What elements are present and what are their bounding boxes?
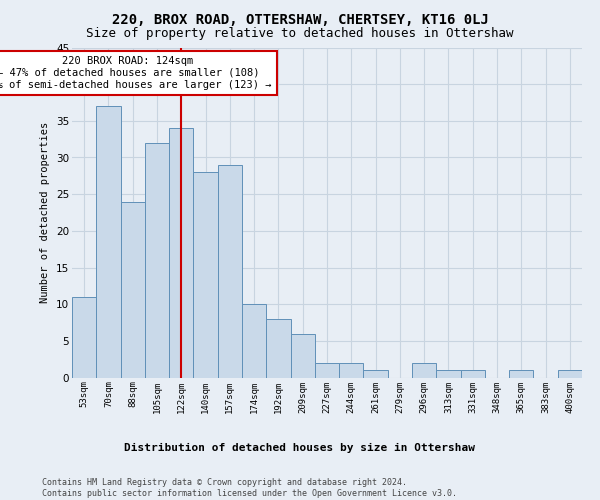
- Y-axis label: Number of detached properties: Number of detached properties: [40, 122, 50, 303]
- Bar: [509, 370, 533, 378]
- Text: Distribution of detached houses by size in Ottershaw: Distribution of detached houses by size …: [125, 442, 476, 452]
- Bar: [436, 370, 461, 378]
- Bar: [339, 363, 364, 378]
- Bar: [72, 297, 96, 378]
- Bar: [169, 128, 193, 378]
- Bar: [461, 370, 485, 378]
- Bar: [96, 106, 121, 378]
- Bar: [558, 370, 582, 378]
- Bar: [290, 334, 315, 378]
- Bar: [242, 304, 266, 378]
- Bar: [193, 172, 218, 378]
- Text: Contains HM Land Registry data © Crown copyright and database right 2024.
Contai: Contains HM Land Registry data © Crown c…: [42, 478, 457, 498]
- Bar: [266, 319, 290, 378]
- Bar: [315, 363, 339, 378]
- Bar: [412, 363, 436, 378]
- Bar: [218, 165, 242, 378]
- Text: 220, BROX ROAD, OTTERSHAW, CHERTSEY, KT16 0LJ: 220, BROX ROAD, OTTERSHAW, CHERTSEY, KT1…: [112, 12, 488, 26]
- Bar: [145, 143, 169, 378]
- Text: Size of property relative to detached houses in Ottershaw: Size of property relative to detached ho…: [86, 28, 514, 40]
- Bar: [364, 370, 388, 378]
- Bar: [121, 202, 145, 378]
- Text: 220 BROX ROAD: 124sqm
← 47% of detached houses are smaller (108)
53% of semi-det: 220 BROX ROAD: 124sqm ← 47% of detached …: [0, 56, 272, 90]
